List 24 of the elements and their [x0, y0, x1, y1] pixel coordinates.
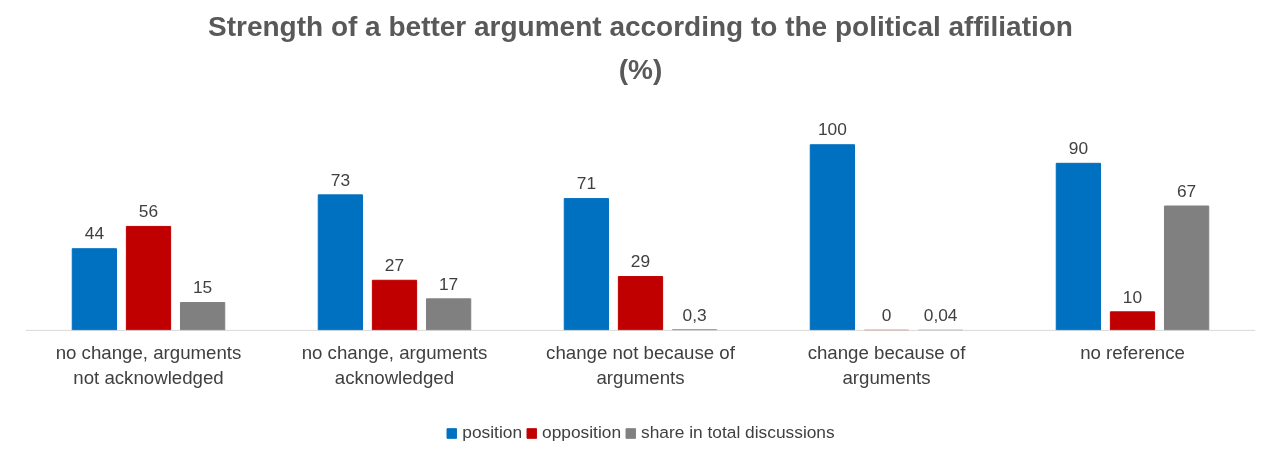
legend-label: position	[462, 422, 523, 443]
legend-label: share in total discussions	[641, 422, 835, 443]
data-label: 29	[630, 251, 651, 272]
x-tick-label: no change, arguments not acknowledged	[55, 341, 242, 388]
data-label: 44	[84, 223, 105, 244]
data-label: 71	[576, 173, 597, 194]
data-label: 0,3	[682, 304, 707, 325]
x-tick-label: change not because of arguments	[546, 341, 736, 388]
data-label: 10	[1122, 286, 1143, 307]
data-label: 0,04	[923, 305, 958, 326]
legend-label: opposition	[542, 422, 622, 443]
data-label: 56	[138, 201, 159, 222]
data-label: 100	[817, 119, 847, 140]
x-tick-label: no reference	[1080, 341, 1185, 363]
chart-title: Strength of a better argument according to the political affiliation (%)	[208, 11, 1073, 86]
x-tick-label: change because of arguments	[807, 341, 967, 388]
data-label: 90	[1068, 138, 1089, 159]
x-tick-label: no change, arguments acknowledged	[301, 341, 488, 388]
data-label: 27	[384, 254, 405, 275]
data-label: 15	[192, 277, 213, 298]
data-label: 73	[330, 169, 351, 190]
data-label: 17	[438, 273, 459, 294]
data-label: 0	[881, 305, 892, 326]
data-label: 67	[1176, 180, 1197, 201]
